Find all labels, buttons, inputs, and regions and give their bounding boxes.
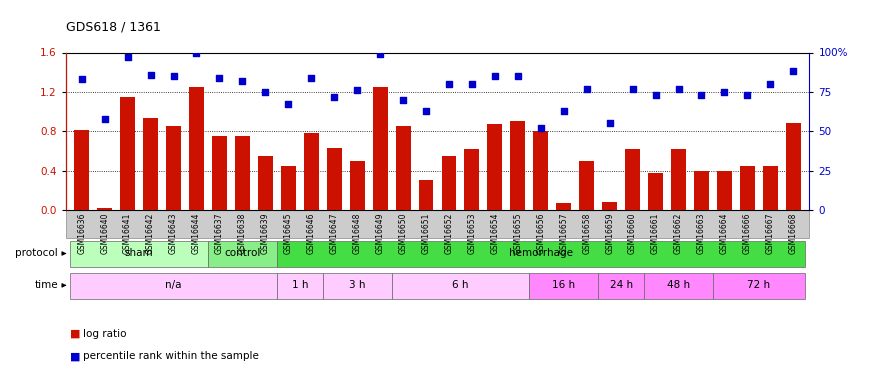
Point <box>740 92 754 98</box>
Text: GDS618 / 1361: GDS618 / 1361 <box>66 21 160 34</box>
Point <box>304 75 318 81</box>
Bar <box>396 126 410 210</box>
Bar <box>212 136 227 210</box>
Bar <box>694 171 709 210</box>
Text: protocol: protocol <box>16 249 58 258</box>
Bar <box>373 87 388 210</box>
Point <box>258 89 272 95</box>
Bar <box>70 273 276 298</box>
Bar <box>713 273 805 298</box>
Bar <box>97 208 112 210</box>
Bar <box>534 131 549 210</box>
Text: 6 h: 6 h <box>452 280 469 290</box>
Bar <box>234 136 250 210</box>
Point <box>98 116 112 122</box>
Point <box>556 108 570 114</box>
Bar <box>392 273 529 298</box>
Bar <box>717 171 732 210</box>
Point <box>671 86 685 92</box>
Bar <box>786 123 801 210</box>
Text: percentile rank within the sample: percentile rank within the sample <box>83 351 259 361</box>
Point <box>74 76 88 82</box>
Point <box>718 89 732 95</box>
Bar <box>258 156 273 210</box>
Point <box>511 73 525 79</box>
Bar <box>189 87 204 210</box>
Bar <box>529 273 598 298</box>
Bar <box>350 161 365 210</box>
Point <box>190 50 204 55</box>
Point <box>648 92 662 98</box>
Bar <box>144 118 158 210</box>
Bar <box>326 148 341 210</box>
Point <box>281 102 295 108</box>
Text: 1 h: 1 h <box>291 280 308 290</box>
Point <box>419 108 433 114</box>
Bar <box>281 166 296 210</box>
Text: ■: ■ <box>70 329 80 339</box>
Text: 24 h: 24 h <box>610 280 633 290</box>
Text: 72 h: 72 h <box>747 280 770 290</box>
Point <box>327 94 341 100</box>
Bar <box>70 242 208 267</box>
Text: hemorrhage: hemorrhage <box>508 249 573 258</box>
Text: sham: sham <box>125 249 153 258</box>
Point <box>396 97 410 103</box>
Text: control: control <box>224 249 261 258</box>
Point <box>626 86 640 92</box>
Point <box>534 125 548 131</box>
Bar <box>304 133 318 210</box>
Bar <box>671 149 686 210</box>
Point <box>603 120 617 126</box>
Text: time: time <box>35 280 58 290</box>
Bar <box>556 203 571 210</box>
Point <box>580 86 594 92</box>
Point <box>695 92 709 98</box>
Bar <box>120 97 135 210</box>
Bar <box>487 124 502 210</box>
Bar <box>276 273 323 298</box>
Point <box>763 81 777 87</box>
Bar <box>208 242 276 267</box>
Point <box>373 51 387 57</box>
Bar <box>625 149 640 210</box>
Point <box>350 87 364 93</box>
Bar <box>276 242 805 267</box>
Point <box>213 75 227 81</box>
Point <box>442 81 456 87</box>
Bar <box>74 130 89 210</box>
Bar <box>598 273 644 298</box>
Bar <box>763 166 778 210</box>
Bar <box>579 161 594 210</box>
Bar <box>465 149 480 210</box>
Point <box>144 72 158 78</box>
Bar <box>323 273 392 298</box>
Text: log ratio: log ratio <box>83 329 127 339</box>
Point <box>121 54 135 60</box>
Bar <box>418 180 433 210</box>
Point <box>787 68 801 74</box>
Text: 3 h: 3 h <box>349 280 366 290</box>
Bar <box>648 172 663 210</box>
Point <box>235 78 249 84</box>
Point <box>488 73 502 79</box>
Point <box>465 81 479 87</box>
Point <box>166 73 180 79</box>
Bar <box>602 202 617 210</box>
Bar <box>644 273 713 298</box>
Text: n/a: n/a <box>165 280 182 290</box>
Bar <box>510 122 525 210</box>
Bar <box>442 156 457 210</box>
Text: 16 h: 16 h <box>552 280 576 290</box>
Text: ■: ■ <box>70 351 80 361</box>
Text: 48 h: 48 h <box>667 280 690 290</box>
Bar <box>166 126 181 210</box>
Bar <box>740 166 755 210</box>
